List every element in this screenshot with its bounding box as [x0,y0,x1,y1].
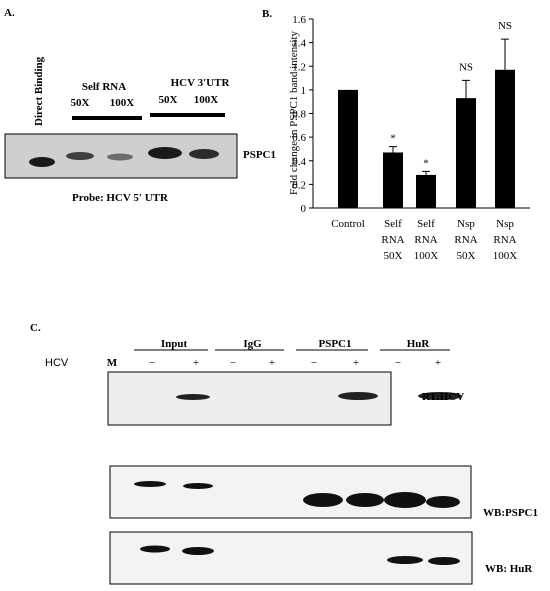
bands [29,147,219,167]
bar-chart: B. Fold change in PSPC1 band intensity 0… [262,8,530,262]
x-tick-label: 100X [493,250,518,262]
blot-label: PSPC1 [243,149,276,161]
bar [338,89,358,208]
y-tick-label: 0.2 [292,179,306,191]
lane-label: − [311,357,317,369]
x-tick-label: Nsp [496,218,514,230]
lane-label: 100X [194,94,219,106]
x-tick-label: RNA [454,234,477,246]
annotation: * [390,133,396,145]
lane-label: 50X [159,94,178,106]
error-bar [389,146,397,153]
lane-header: Direct Binding [33,56,45,126]
y-tick-label: 0 [301,203,307,215]
bands [134,481,460,508]
x-tick-label: 100X [414,250,439,262]
error-bar [501,38,509,70]
blot-label: WB: HuR [485,563,533,575]
y-tick-label: 0.8 [292,109,306,121]
annotation: NS [459,61,473,73]
lane-label: − [230,357,236,369]
lane-label: − [395,357,401,369]
x-tick-label: RNA [414,234,437,246]
lane-label: 100X [110,97,135,109]
lane-label: + [269,357,275,369]
gel [107,371,392,426]
lane-label: + [193,357,199,369]
lane-label: − [149,357,155,369]
x-tick-label: Control [331,218,365,230]
bands [140,545,460,565]
bar [416,174,436,208]
error-bar [422,170,430,175]
group-label: PSPC1 [319,338,352,350]
x-tick-label: RNA [381,234,404,246]
x-tick-label: Self [417,218,435,230]
x-tick-label: Nsp [457,218,475,230]
y-tick-label: 1.2 [292,61,306,73]
error-bar [462,79,470,99]
annotation: * [423,157,429,169]
panel-label: B. [262,8,272,20]
y-tick-label: 1.4 [292,38,306,50]
y-tick-label: 0.4 [292,156,306,168]
marker-label: M [107,357,118,369]
blot-label: WB:PSPC1 [483,507,538,519]
x-tick-label: Self [384,218,402,230]
y-tick-label: 0.6 [292,132,306,144]
group-label: Self RNA [82,81,126,93]
group-label: HuR [407,338,431,350]
panel-label: A. [4,7,15,19]
x-tick-label: RNA [493,234,516,246]
lane-label: + [353,357,359,369]
group-bar [150,113,225,117]
group-label: Input [161,338,188,350]
bar [383,152,403,208]
probe-label: Probe: HCV 5′ UTR [72,192,169,204]
y-tick-label: 1.6 [292,14,306,26]
y-axis-label: Fold change in PSPC1 band intensity [288,30,300,195]
bar [456,98,476,208]
annotation: NS [498,20,512,32]
x-tick-label: 50X [457,250,476,262]
lane-label: + [435,357,441,369]
group-label: HCV 3′UTR [171,77,231,89]
bar [495,69,515,208]
row-label: HCV [45,357,69,369]
lane-label: 50X [71,97,90,109]
y-tick-label: 1 [301,85,307,97]
blot-label: RT:HCV [422,391,464,403]
group-label: IgG [243,338,262,350]
blot [109,465,472,519]
x-tick-label: 50X [384,250,403,262]
bands [176,392,462,400]
group-bar [72,116,142,120]
panel-label: C. [30,322,41,334]
